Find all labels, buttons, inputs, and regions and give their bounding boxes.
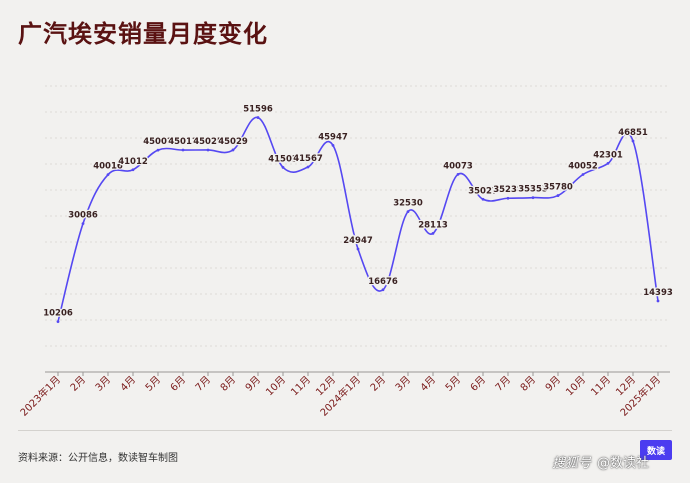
data-label: 41567 bbox=[293, 154, 323, 164]
data-label: 32530 bbox=[393, 199, 423, 209]
data-point bbox=[481, 197, 485, 201]
data-label: 35027 bbox=[468, 186, 498, 196]
x-tick-label: 2023年1月 bbox=[17, 373, 63, 419]
data-label: 45025 bbox=[193, 137, 223, 147]
data-point bbox=[156, 148, 160, 152]
data-point bbox=[406, 210, 410, 213]
data-label: 42301 bbox=[593, 150, 623, 160]
data-label: 24947 bbox=[343, 236, 373, 246]
x-tick-label: 5月 bbox=[143, 374, 163, 394]
watermark: 搜狐号 @数读社 bbox=[552, 452, 649, 471]
data-point bbox=[581, 173, 585, 176]
data-point bbox=[531, 196, 535, 200]
x-tick-label: 2月 bbox=[368, 374, 388, 394]
data-point bbox=[356, 247, 360, 251]
x-tick-label: 2月 bbox=[68, 374, 88, 394]
data-point bbox=[606, 162, 610, 165]
data-point bbox=[181, 148, 185, 152]
data-point bbox=[206, 148, 210, 152]
data-point bbox=[306, 165, 310, 169]
watermark-handle: @数读社 bbox=[597, 456, 650, 471]
data-label: 45013 bbox=[168, 137, 198, 147]
x-tick-label: 4月 bbox=[418, 374, 438, 394]
data-point bbox=[56, 320, 60, 324]
data-point bbox=[281, 165, 285, 169]
x-tick-label: 11月 bbox=[589, 374, 614, 399]
logo: 数读 bbox=[640, 440, 672, 460]
x-tick-label: 3月 bbox=[93, 374, 113, 394]
data-label: 46851 bbox=[618, 128, 648, 138]
x-tick-label: 7月 bbox=[193, 374, 213, 394]
x-tick-label: 3月 bbox=[393, 374, 413, 394]
x-tick-label: 6月 bbox=[468, 374, 488, 394]
data-point bbox=[381, 288, 385, 292]
data-label: 10206 bbox=[43, 309, 73, 319]
data-label: 45029 bbox=[218, 137, 248, 147]
data-label: 16676 bbox=[368, 277, 398, 287]
data-point bbox=[631, 139, 635, 143]
data-point bbox=[506, 196, 510, 200]
footer-divider bbox=[18, 430, 672, 431]
x-tick-label: 5月 bbox=[443, 374, 463, 394]
x-tick-label: 9月 bbox=[243, 374, 263, 394]
data-label: 28113 bbox=[418, 220, 448, 230]
data-label: 30086 bbox=[68, 211, 98, 221]
series-line bbox=[57, 116, 659, 322]
data-label: 14393 bbox=[643, 288, 673, 298]
data-point bbox=[331, 144, 335, 147]
x-tick-label: 4月 bbox=[118, 374, 138, 394]
x-tick-label: 10月 bbox=[264, 374, 289, 399]
data-point bbox=[131, 168, 135, 172]
x-tick-label: 6月 bbox=[168, 374, 188, 394]
data-label: 40016 bbox=[93, 162, 123, 172]
data-label: 51596 bbox=[243, 105, 273, 115]
data-point bbox=[231, 148, 235, 152]
data-label: 40073 bbox=[443, 161, 473, 171]
data-label: 35355 bbox=[518, 185, 548, 195]
data-label: 45947 bbox=[318, 132, 348, 142]
data-label: 45003 bbox=[143, 137, 173, 147]
x-tick-label: 7月 bbox=[493, 374, 513, 394]
data-point bbox=[656, 299, 660, 303]
data-point bbox=[81, 222, 85, 226]
data-point bbox=[431, 231, 435, 235]
x-tick-label: 8月 bbox=[518, 374, 538, 394]
chart-title: 广汽埃安销量月度变化 bbox=[18, 20, 268, 48]
data-point bbox=[556, 194, 560, 197]
data-label: 41012 bbox=[118, 157, 148, 167]
source-note: 资料来源：公开信息，数读智车制图 bbox=[18, 453, 178, 464]
data-label: 41503 bbox=[268, 154, 298, 164]
data-point bbox=[456, 172, 460, 176]
x-tick-label: 9月 bbox=[543, 374, 563, 394]
data-point bbox=[106, 173, 110, 177]
data-label: 35780 bbox=[543, 183, 573, 193]
watermark-brand: 搜狐号 bbox=[552, 456, 592, 471]
data-label: 40052 bbox=[568, 162, 598, 172]
data-point bbox=[256, 116, 260, 119]
x-tick-label: 11月 bbox=[289, 374, 314, 399]
data-label: 35238 bbox=[493, 185, 523, 195]
x-tick-label: 8月 bbox=[218, 374, 238, 394]
x-tick-label: 10月 bbox=[564, 374, 589, 399]
